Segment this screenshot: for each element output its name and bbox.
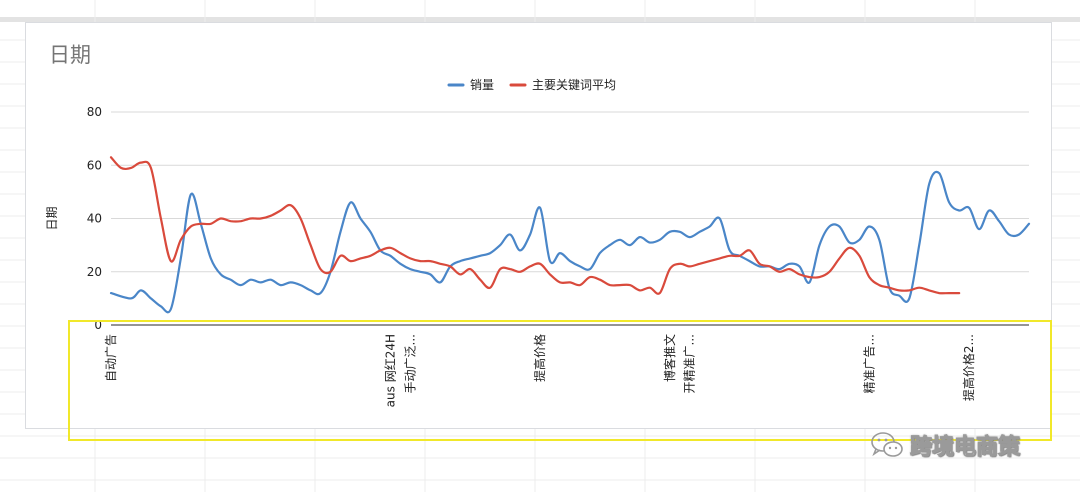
y-tick-label: 40 (87, 212, 102, 226)
chart-container[interactable]: 日期 0 20 40 60 80 日期自动广告 aus 网红24H 手动广泛... 提高价格 博客… (25, 22, 1052, 429)
watermark-text: 跨境电商策 (909, 435, 1021, 461)
line-chart: 0 20 40 60 80 日期自动广告 aus 网红24H 手动广泛... 提高价格 博客推文开… (45, 78, 1031, 407)
chart-title: 日期 (49, 43, 91, 67)
y-tick-label: 0 (94, 318, 102, 332)
series-line-2 (109, 156, 961, 295)
y-tick-label: 60 (87, 158, 102, 172)
x-tick-label: 精准广告... (862, 334, 876, 393)
series-line-1 (109, 170, 1031, 314)
sheet-header-bar (0, 17, 1080, 22)
x-tick-label: 自动广告 (104, 334, 118, 382)
x-tick-label: 提高价格 (532, 334, 547, 382)
y-tick-label: 20 (87, 265, 102, 279)
x-tick-label: 手动广泛... (403, 334, 417, 393)
legend-label-2: 主要关键词平均 (532, 78, 616, 92)
y-axis-label: 日期 (45, 206, 59, 230)
x-tick-label: 开精准广... (683, 334, 697, 393)
x-tick-label: 博客推文 (662, 334, 677, 382)
x-tick-label: 提高价格2... (961, 334, 976, 401)
watermark: 跨境电商策 (870, 426, 1021, 464)
wechat-icon (871, 432, 903, 457)
legend-label-1: 销量 (470, 78, 494, 92)
x-tick-label: aus 网红24H (382, 334, 397, 407)
y-tick-label: 80 (87, 105, 102, 119)
